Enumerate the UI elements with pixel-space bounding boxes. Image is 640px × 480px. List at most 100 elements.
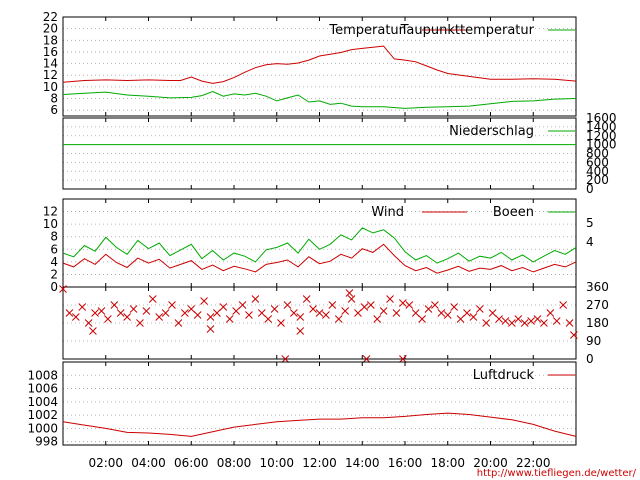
scatter-point	[302, 295, 311, 303]
series-line	[62, 412, 577, 437]
scatter-point	[136, 319, 144, 327]
scatter-point	[345, 289, 354, 297]
scatter-point	[334, 315, 343, 323]
y2-tick-label: 0	[586, 352, 594, 366]
scatter-point	[341, 307, 350, 315]
y-tick-label: 14	[43, 57, 58, 71]
panel-frame	[62, 361, 577, 446]
scatter-point	[251, 295, 260, 303]
y-tick-label: 18	[43, 33, 58, 47]
scatter-point	[527, 317, 535, 325]
y2-tick-label: 90	[586, 334, 601, 348]
y2-tick-label: 180	[586, 316, 609, 330]
series-line	[62, 45, 577, 84]
scatter-point	[315, 309, 324, 317]
y2-tick-label: 1400	[586, 120, 617, 134]
scatter-point	[565, 319, 574, 327]
scatter-point	[373, 315, 382, 323]
scatter-point	[264, 315, 273, 323]
x-tick-label: 04:00	[131, 456, 166, 470]
scatter-point	[193, 311, 202, 319]
scatter-point	[514, 315, 523, 323]
scatter-point	[495, 315, 503, 323]
scatter-point	[270, 305, 279, 313]
source-url[interactable]: http://www.tiefliegen.de/wetter/	[477, 468, 637, 479]
y-tick-label: 16	[43, 45, 58, 59]
x-tick-label: 10:00	[259, 456, 294, 470]
scatter-point	[399, 355, 407, 363]
scatter-point	[456, 315, 465, 323]
legend-label: Taupunkttemperatur	[400, 23, 535, 38]
y2-tick-label: 270	[586, 298, 609, 312]
scatter-point	[89, 327, 97, 335]
scatter-point	[110, 301, 119, 309]
scatter-point	[104, 315, 112, 323]
series-line	[62, 243, 577, 274]
scatter-point	[360, 303, 369, 311]
scatter-point	[482, 319, 491, 327]
scatter-point	[213, 309, 221, 317]
scatter-point	[418, 315, 426, 323]
y2-tick-label: 1200	[586, 129, 617, 143]
series-line	[62, 227, 577, 264]
scatter-point	[116, 309, 125, 317]
scatter-point	[533, 315, 542, 323]
series-line	[62, 90, 577, 109]
scatter-point	[411, 309, 420, 317]
legend-label: Niederschlag	[449, 124, 534, 139]
x-tick-label: 06:00	[174, 456, 209, 470]
scatter-point	[469, 313, 478, 321]
y-tick-label: 6	[50, 103, 58, 117]
scatter-point	[424, 305, 433, 313]
y-tick-label: 0	[50, 280, 58, 294]
scatter-point	[148, 295, 157, 303]
scatter-point	[245, 311, 253, 319]
y-tick-label: 8	[50, 92, 58, 106]
y-tick-label: 1008	[27, 368, 58, 382]
scatter-point	[97, 307, 106, 315]
scatter-point	[362, 355, 371, 363]
y-tick-label: 1004	[27, 395, 58, 409]
scatter-point	[155, 313, 164, 321]
scatter-point	[174, 319, 183, 327]
y2-tick-label: 400	[586, 164, 609, 178]
scatter-point	[123, 313, 131, 321]
y-tick-label: 6	[50, 242, 58, 256]
scatter-point	[168, 301, 176, 309]
y2-tick-label: 360	[586, 280, 609, 294]
x-tick-label: 18:00	[430, 456, 465, 470]
y-tick-label: 4	[50, 255, 58, 269]
legend-label: Temperatur	[328, 23, 404, 38]
y-tick-label: 1002	[27, 408, 58, 422]
y2-tick-label: 200	[586, 173, 609, 187]
scatter-point	[570, 331, 578, 339]
x-tick-label: 16:00	[388, 456, 423, 470]
scatter-point	[206, 313, 215, 321]
legend-label: Wind	[371, 205, 404, 220]
y2-tick-label: 0	[586, 182, 594, 196]
scatter-point	[328, 301, 337, 309]
scatter-point	[309, 305, 317, 313]
scatter-point	[463, 309, 471, 317]
scatter-point	[405, 301, 414, 309]
y2-tick-label: 1600	[586, 111, 617, 125]
scatter-point	[296, 327, 305, 335]
scatter-point	[475, 305, 484, 313]
scatter-point	[322, 311, 330, 319]
scatter-point	[206, 325, 215, 333]
scatter-point	[232, 307, 240, 315]
scatter-point	[366, 301, 375, 309]
x-tick-label: 20:00	[473, 456, 508, 470]
scatter-point	[431, 301, 439, 309]
y-tick-label: 12	[43, 68, 58, 82]
scatter-point	[65, 309, 74, 317]
scatter-point	[71, 313, 80, 321]
x-tick-label: 08:00	[217, 456, 252, 470]
y2-tick-label: 600	[586, 155, 609, 169]
x-tick-label: 14:00	[345, 456, 380, 470]
scatter-point	[399, 299, 407, 307]
scatter-point	[296, 313, 305, 321]
scatter-point	[488, 309, 497, 317]
